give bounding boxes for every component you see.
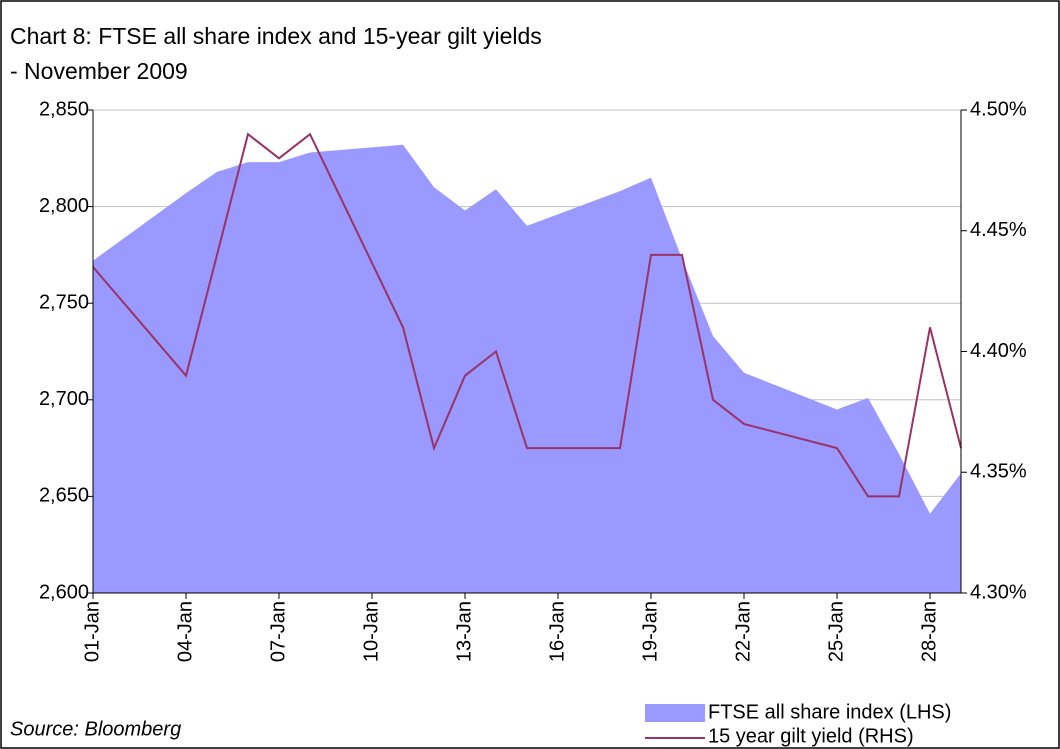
x-tick-label: 10-Jan — [360, 601, 382, 662]
y2-tick-label: 4.30% — [970, 581, 1027, 603]
y-tick-label: 2,750 — [39, 291, 89, 313]
x-tick-label: 16-Jan — [546, 601, 568, 662]
line — [92, 132, 962, 498]
x-tick-label: 25-Jan — [825, 601, 847, 662]
x-tick-label: 19-Jan — [639, 601, 661, 662]
y-tick-label: 2,700 — [39, 388, 89, 410]
legend-swatch — [645, 704, 705, 722]
chart-subtitle: - November 2009 — [10, 58, 188, 84]
y-tick-label: 2,600 — [39, 581, 89, 603]
y2-tick-label: 4.40% — [970, 340, 1027, 362]
y2-tick-label: 4.50% — [970, 98, 1027, 120]
x-tick-label: 07-Jan — [267, 601, 289, 662]
y2-tick-label: 4.45% — [970, 219, 1027, 241]
x-tick-label: 04-Jan — [174, 601, 196, 662]
y-tick-label: 2,850 — [39, 98, 89, 120]
area — [93, 144, 961, 593]
legend-label: 15 year gilt yield (RHS) — [708, 725, 914, 747]
x-tick-label: 28-Jan — [918, 601, 940, 662]
x-tick-label: 01-Jan — [81, 601, 103, 662]
y-tick-label: 2,800 — [39, 195, 89, 217]
source: Source: Bloomberg — [10, 718, 181, 740]
x-tick-label: 22-Jan — [732, 601, 754, 662]
x-tick-label: 13-Jan — [453, 601, 475, 662]
chart-title: Chart 8: FTSE all share index and 15-yea… — [10, 23, 542, 49]
y-tick-label: 2,650 — [39, 485, 89, 507]
y2-tick-label: 4.35% — [970, 461, 1027, 483]
legend-label: FTSE all share index (LHS) — [708, 701, 951, 723]
